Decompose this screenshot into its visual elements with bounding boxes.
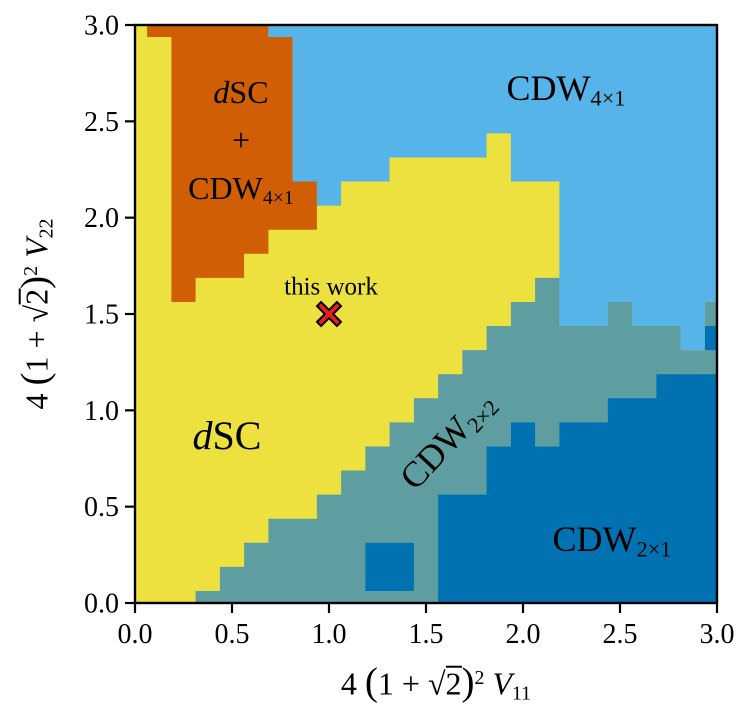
x-tick-label: 1.5 [409,619,444,650]
phase-region-dsc+cdw4x1 [147,25,317,302]
this-work-marker [315,300,343,328]
y-tick-label: 2.0 [84,203,119,234]
label-segment: 4 [340,665,365,702]
x-tick-label: 1.0 [312,619,347,650]
phase-region-cdw4x1 [268,25,717,351]
label-segment: 4×1 [262,186,294,209]
label-segment: 2 [474,666,485,689]
label-segment: 1 + [377,665,428,702]
x-tick-label: 2.5 [603,619,638,650]
label-segment: ( [13,372,57,386]
label-segment: 2×1 [636,536,672,562]
label-line: + [188,116,294,164]
y-tick-label: 0.0 [84,589,119,620]
x-tick-label: 3.0 [700,619,735,650]
label-segment: d [192,413,213,458]
phase-region-cdw2x1 [438,374,717,603]
region-label-dsc-cdw4x1: dSC + CDW4×1 [188,68,294,212]
label-segment: SC [212,413,262,458]
x-axis-label: 4 (1 + √2)2 V11 [341,654,531,713]
y-axis-label: 4 (1 + √2)2 V22 [7,219,66,410]
label-segment: √2 [18,288,55,323]
label-segment: ( [364,660,378,704]
label-line: dSC [188,68,294,116]
region-label-cdw2x1: CDW2×1 [553,512,672,566]
phase-region-cdw2x1 [704,326,717,351]
label-segment [484,666,492,702]
label-segment: V [492,665,512,702]
phase-regions [135,25,717,603]
region-label-dsc: dSC [193,406,262,466]
phase-region-cdw2x1 [365,542,414,591]
label-segment: 11 [511,682,532,705]
x-tick-label: 0.5 [215,619,250,650]
y-tick-label: 1.5 [84,300,119,331]
label-segment: this work [284,273,378,301]
label-segment: ) [461,660,475,704]
label-segment: √2 [427,665,462,702]
y-tick-label: 1.0 [84,396,119,427]
y-tick-label: 3.0 [84,11,119,42]
label-segment: CDW [506,68,591,108]
label-segment [19,258,55,266]
region-label-cdw4x1: CDW4×1 [507,61,626,115]
axes-spines [133,23,719,605]
label-line: CDW4×1 [507,61,626,115]
label-line: CDW4×1 [188,164,294,212]
x-tick-label: 0.0 [118,619,153,650]
label-segment: 22 [35,218,58,239]
this-work-label: this work [284,268,378,306]
y-tick-label: 0.5 [84,492,119,523]
label-segment: + [231,122,251,158]
label-segment: 4×1 [590,85,626,111]
axis-ticks: 0.0 0.5 1.0 1.5 2.0 2.5 3.0 0.0 0.5 1.0 1.5 2.0 2.5 3… [84,11,735,651]
label-line: dSC [193,406,262,466]
label-segment: 4 [18,385,55,410]
x-tick-label: 2.0 [506,619,541,650]
label-line: this work [284,268,378,306]
label-segment: ) [13,275,57,289]
label-segment: CDW [188,170,263,206]
label-segment: V [18,238,55,258]
label-segment: 1 + [18,322,55,373]
label-segment: SC [229,74,269,110]
label-segment: CDW [552,519,637,559]
label-segment: d [213,74,230,110]
label-segment: 2 [19,265,42,276]
y-tick-label: 2.5 [84,107,119,138]
label-line: CDW2×1 [553,512,672,566]
